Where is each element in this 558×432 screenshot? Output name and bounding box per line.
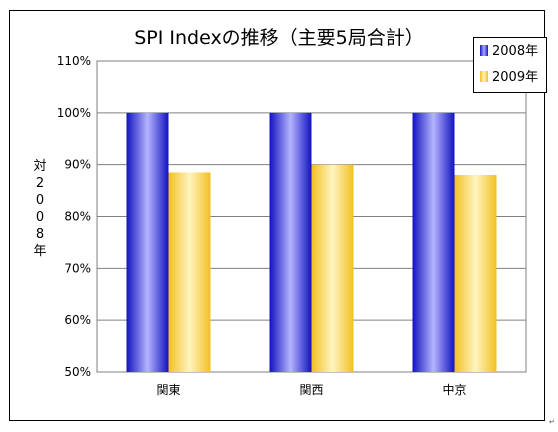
- y-tick-label: 110%: [57, 54, 91, 68]
- x-tick-label: 関西: [299, 383, 323, 397]
- y-tick-label: 60%: [64, 313, 91, 327]
- bar-関東-2009年: [168, 172, 211, 372]
- y-axis-label-char: 0: [35, 210, 45, 225]
- y-tick-label: 70%: [64, 261, 91, 275]
- legend-swatch-2009: [480, 71, 488, 82]
- y-tick-label: 80%: [64, 210, 91, 224]
- bar-中京-2008年: [412, 112, 455, 372]
- y-axis-label-char: 年: [33, 244, 47, 259]
- bar-関西-2008年: [269, 112, 312, 372]
- corner-mark: ↵: [549, 418, 555, 426]
- chart-title: SPI Indexの推移（主要5局合計）: [134, 27, 424, 49]
- y-axis-label-char: 0: [35, 193, 45, 208]
- legend-label-2009: 2009年: [492, 70, 539, 85]
- bar-関東-2008年: [126, 112, 169, 372]
- y-tick-label: 90%: [64, 158, 91, 172]
- legend-label-2008: 2008年: [492, 44, 539, 59]
- y-axis-label-char: 2: [35, 176, 45, 191]
- legend-item-2008: 2008年: [480, 44, 538, 60]
- bar-中京-2009年: [454, 175, 497, 372]
- y-tick-label: 50%: [64, 365, 91, 379]
- bar-関西-2009年: [311, 164, 354, 372]
- x-tick-label: 中京: [442, 382, 466, 397]
- y-axis-label-char: 対: [33, 159, 47, 174]
- y-axis-label: 対 2 0 0 8 年: [30, 158, 50, 260]
- legend-item-2009: 2009年: [480, 70, 538, 86]
- y-axis-label-char: 8: [35, 227, 45, 242]
- legend: 2008年 2009年: [473, 37, 547, 93]
- legend-swatch-2008: [480, 45, 488, 56]
- y-tick-label: 100%: [57, 106, 91, 120]
- x-tick-label: 関東: [156, 383, 180, 397]
